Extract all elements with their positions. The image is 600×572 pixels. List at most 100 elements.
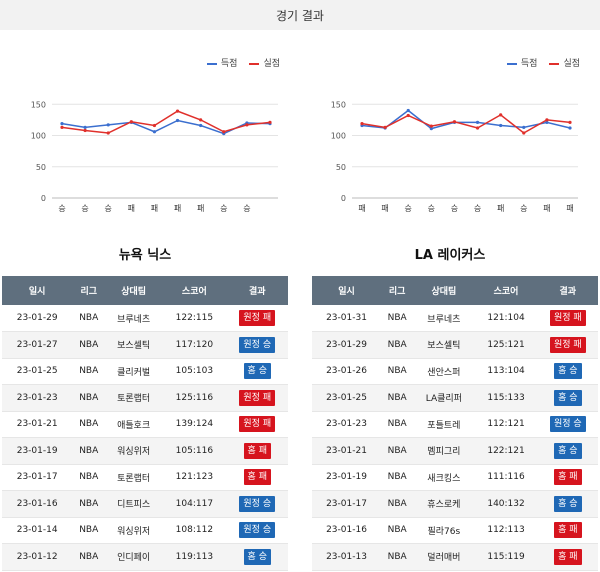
- table-row: 23-01-12 NBA 인디페이 119:113 홈 승: [2, 543, 288, 571]
- table-row: 23-01-19 NBA 워싱위저 105:116 홈 패: [2, 437, 288, 465]
- x-tick-label: 패: [358, 203, 365, 213]
- column-header: 결과: [537, 276, 598, 305]
- result-cell: 홈 패: [226, 464, 288, 491]
- table-row: 23-01-17 NBA 휴스로케 140:132 홈 승: [312, 490, 598, 518]
- x-tick-label: 패: [543, 203, 550, 213]
- team-title-left: 뉴욕 닉스: [118, 248, 172, 263]
- column-header: 스코어: [474, 276, 538, 305]
- data-point: [522, 125, 526, 129]
- data-point: [106, 123, 110, 127]
- date-cell: 23-01-17: [2, 464, 73, 491]
- opponent-cell: 브루네츠: [413, 305, 475, 332]
- table-row: 23-01-25 NBA 클리커벌 105:103 홈 승: [2, 358, 288, 385]
- opponent-cell: 워싱위저: [105, 437, 163, 465]
- score-cell: 105:103: [162, 358, 227, 385]
- chart-legend: 득점 실점: [206, 56, 280, 69]
- opponent-cell: 토론랩터: [105, 464, 163, 491]
- date-cell: 23-01-17: [312, 490, 382, 518]
- score-cell: 113:104: [474, 358, 538, 385]
- result-badge: 홈 승: [554, 442, 582, 459]
- table-row: 23-01-26 NBA 샌안스퍼 113:104 홈 승: [312, 358, 598, 385]
- result-cell: 원정 승: [226, 490, 288, 518]
- result-cell: 원정 패: [537, 305, 598, 332]
- x-tick-label: 승: [451, 204, 458, 213]
- result-cell: 원정 승: [226, 331, 288, 359]
- data-point: [568, 126, 572, 130]
- series-line-conceded: [61, 110, 271, 134]
- line-chart-svg: 0 50 100 150 승 승 승 패 패 패 패 승 승: [31, 100, 278, 213]
- result-cell: 원정 패: [226, 384, 288, 412]
- series-line-conceded: [361, 113, 571, 134]
- result-badge: 원정 승: [239, 495, 276, 512]
- result-cell: 원정 패: [537, 331, 598, 359]
- date-cell: 23-01-23: [2, 384, 73, 412]
- x-tick-label: 패: [151, 203, 158, 213]
- result-cell: 홈 승: [537, 384, 598, 412]
- data-point: [475, 120, 480, 124]
- table-row: 23-01-19 NBA 새크킹스 111:116 홈 패: [312, 464, 598, 491]
- result-badge: 홈 패: [243, 469, 271, 486]
- opponent-cell: 덜러매버: [413, 543, 475, 571]
- opponent-cell: 인디페이: [105, 543, 163, 571]
- score-cell: 125:116: [162, 384, 227, 412]
- result-badge: 홈 승: [554, 363, 582, 380]
- league-cell: NBA: [72, 464, 106, 491]
- league-cell: NBA: [72, 437, 106, 465]
- column-header: 리그: [381, 276, 414, 305]
- data-point: [199, 123, 203, 128]
- opponent-cell: 샌안스퍼: [413, 358, 475, 385]
- legend-scored-swatch: [206, 62, 217, 65]
- x-tick-label: 승: [428, 204, 435, 213]
- date-cell: 23-01-21: [2, 411, 73, 438]
- opponent-cell: 보스셀틱: [413, 331, 475, 359]
- date-cell: 23-01-12: [2, 543, 73, 571]
- data-point: [545, 118, 549, 122]
- legend-conceded-swatch: [249, 62, 260, 65]
- series-line-scored: [361, 109, 571, 130]
- data-point: [452, 120, 457, 124]
- legend-conceded-swatch: [549, 62, 560, 65]
- opponent-cell: 보스셀틱: [105, 331, 163, 359]
- league-cell: NBA: [72, 490, 106, 518]
- column-header: 리그: [72, 276, 106, 305]
- date-cell: 23-01-25: [312, 384, 382, 412]
- league-cell: NBA: [381, 384, 414, 412]
- table-row: 23-01-29 NBA 브루네츠 122:115 원정 패: [2, 305, 288, 332]
- table-row: 23-01-29 NBA 보스셀틱 125:121 원정 패: [312, 331, 598, 359]
- result-cell: 홈 승: [537, 358, 598, 385]
- score-cell: 139:124: [162, 411, 227, 438]
- table-row: 23-01-31 NBA 브루네츠 121:104 원정 패: [312, 305, 598, 332]
- y-tick-label: 100: [331, 132, 346, 141]
- chart-right: 득점 실점 0 50 100 150 패 패 승 승 승 승 패 승 패 패: [300, 48, 590, 228]
- table-row: 23-01-13 NBA 덜러매버 115:119 홈 패: [312, 543, 598, 571]
- data-point: [222, 130, 226, 134]
- opponent-cell: 멤피그리: [413, 437, 475, 465]
- result-badge: 원정 승: [549, 416, 586, 433]
- result-badge: 홈 패: [554, 469, 582, 486]
- data-point: [175, 118, 180, 123]
- x-tick-label: 승: [58, 204, 65, 213]
- legend-scored: 득점: [506, 56, 537, 69]
- y-tick-label: 50: [36, 163, 46, 172]
- opponent-cell: 워싱위저: [105, 517, 163, 544]
- league-cell: NBA: [381, 411, 414, 438]
- opponent-cell: 포틀트레: [413, 411, 475, 438]
- data-point: [152, 123, 157, 128]
- league-cell: NBA: [72, 411, 106, 438]
- data-point: [60, 125, 64, 129]
- data-point: [429, 127, 433, 131]
- y-tick-label: 0: [41, 194, 46, 203]
- column-header: 일시: [2, 276, 73, 305]
- date-cell: 23-01-16: [312, 517, 382, 544]
- data-point: [475, 126, 480, 130]
- date-cell: 23-01-16: [2, 490, 73, 518]
- result-cell: 홈 패: [537, 464, 598, 491]
- data-point: [175, 109, 180, 113]
- table-row: 23-01-21 NBA 애틀호크 139:124 원정 패: [2, 411, 288, 438]
- league-cell: NBA: [72, 358, 106, 385]
- result-badge: 원정 패: [239, 310, 276, 326]
- result-badge: 원정 패: [239, 389, 276, 406]
- score-cell: 111:116: [474, 464, 538, 491]
- table-row: 23-01-23 NBA 토론랩터 125:116 원정 패: [2, 384, 288, 412]
- y-tick-label: 100: [31, 132, 46, 141]
